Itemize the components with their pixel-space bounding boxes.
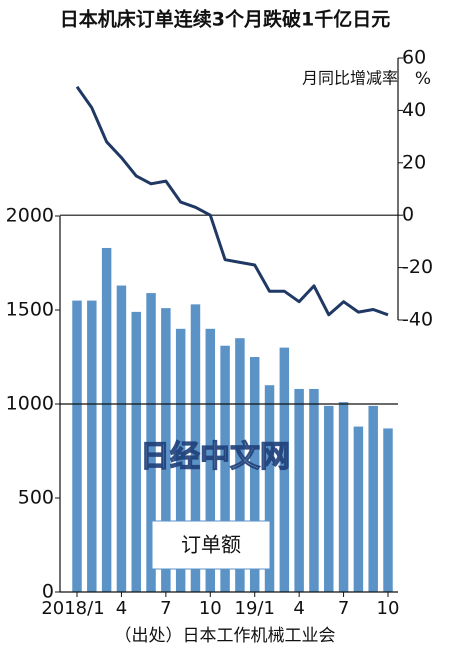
bar (101, 247, 112, 592)
bar (279, 347, 290, 592)
y-tick-label: 1000 (6, 393, 54, 415)
bar (383, 428, 393, 592)
y2-tick-label: -20 (402, 256, 433, 278)
x-tick-label: 4 (116, 598, 127, 619)
bar (338, 402, 349, 592)
y2-tick-label: 20 (402, 151, 426, 173)
y2-tick-label: 40 (402, 99, 426, 121)
bar (235, 338, 245, 592)
y2-tick-label: 0 (402, 204, 414, 226)
y2-tick-label: 60 (402, 47, 426, 69)
y2-tick-label: -40 (402, 309, 433, 331)
bar (175, 328, 186, 592)
bar (116, 285, 127, 592)
y-tick-label: 1500 (6, 299, 54, 321)
line (75, 85, 389, 317)
bar (324, 405, 334, 592)
bar (146, 293, 156, 592)
y-tick-label: 2000 (6, 205, 54, 227)
bar (87, 300, 97, 592)
bar (161, 308, 171, 592)
bar (190, 304, 201, 592)
bar (294, 388, 304, 592)
watermark: 日经中文网 (140, 440, 290, 475)
bar (72, 300, 82, 592)
y-tick-label: 0 (42, 581, 54, 603)
bar (131, 311, 141, 592)
bar (205, 328, 216, 592)
x-tick-label: 4 (293, 598, 304, 619)
bar (353, 426, 364, 592)
x-tick-label: 7 (338, 598, 349, 619)
series-label: 订单额 (181, 533, 241, 557)
x-tick-label: 10 (199, 598, 222, 619)
bar (220, 345, 230, 592)
label-box (151, 520, 271, 570)
y2-axis-label: 月同比增减率 (302, 69, 398, 88)
x-tick-label: 19/1 (235, 598, 275, 619)
bar (309, 388, 319, 592)
x-tick-label: 10 (377, 598, 400, 619)
bar (368, 405, 378, 592)
bar (264, 385, 275, 592)
y2-unit: % (415, 69, 431, 89)
source: （出处）日本工作机械工业会 (115, 626, 336, 646)
bar (249, 357, 260, 592)
y-tick-label: 500 (18, 487, 54, 509)
x-tick-label: 2018/1 (41, 598, 104, 619)
chart-title: 日本机床订单连续3个月跌破1千亿日元 (60, 8, 390, 31)
x-tick-label: 7 (160, 598, 171, 619)
